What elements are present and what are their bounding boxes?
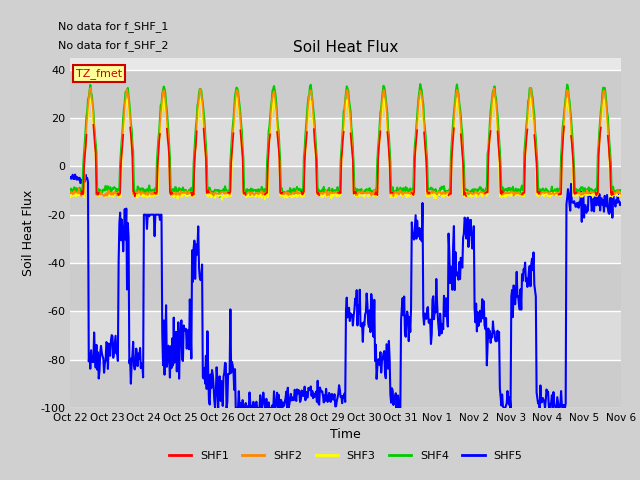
Text: No data for f_SHF_2: No data for f_SHF_2 (58, 40, 168, 51)
Bar (70, 70, 621, 118)
Bar (70, 167, 621, 215)
X-axis label: Time: Time (330, 429, 361, 442)
Bar (70, 215, 621, 263)
Text: TZ_fmet: TZ_fmet (76, 68, 122, 79)
Bar (70, 360, 621, 408)
Title: Soil Heat Flux: Soil Heat Flux (293, 40, 398, 55)
Bar (70, 263, 621, 312)
Legend: SHF1, SHF2, SHF3, SHF4, SHF5: SHF1, SHF2, SHF3, SHF4, SHF5 (164, 446, 527, 466)
Y-axis label: Soil Heat Flux: Soil Heat Flux (22, 190, 35, 276)
Bar (70, 312, 621, 360)
Bar (70, 118, 621, 167)
Text: No data for f_SHF_1: No data for f_SHF_1 (58, 21, 168, 32)
